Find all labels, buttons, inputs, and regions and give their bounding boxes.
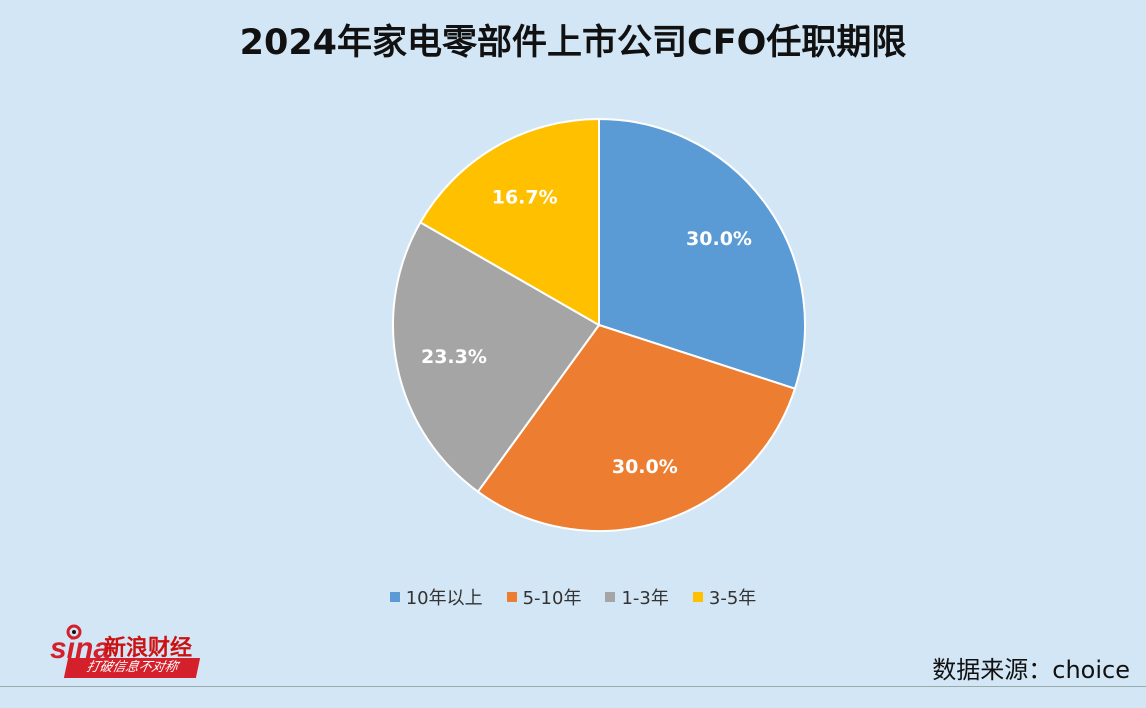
legend-label-2: 1-3年 [621, 588, 669, 609]
legend-swatch-3 [692, 592, 703, 602]
pie-slice-0 [598, 117, 806, 390]
legend-label-1: 5-10年 [522, 588, 582, 609]
data-source: 数据来源：choice [932, 656, 1130, 684]
legend-item-2: 1-3年 [605, 584, 669, 610]
legend-label-0: 10年以上 [405, 588, 483, 609]
pie-slice-2 [392, 221, 601, 494]
legend-item-0: 10年以上 [389, 584, 483, 610]
legend-label-3: 3-5年 [708, 588, 757, 609]
logo-slogan: 打破信息不对称 [63, 658, 201, 678]
legend-item-3: 3-5年 [692, 584, 757, 610]
pie-slice-1 [476, 323, 797, 533]
legend-item-1: 5-10年 [506, 584, 582, 610]
legend-swatch-1 [506, 592, 517, 602]
pie-label-2: 23.3% [421, 346, 487, 368]
chart-title: 2024年家电零部件上市公司CFO任职期限 [239, 23, 907, 63]
pie-label-3: 16.7% [492, 187, 558, 209]
legend-swatch-2 [605, 592, 616, 602]
logo-text: 新浪财经 [104, 636, 193, 661]
pie-label-1: 30.0% [612, 456, 678, 478]
legend: 10年以上 5-10年 1-3年 3-5年 [0, 584, 1146, 610]
pie-label-0: 30.0% [686, 228, 752, 250]
bottom-divider [0, 686, 1146, 687]
pie-slice-3 [419, 117, 600, 327]
legend-swatch-0 [389, 592, 400, 602]
